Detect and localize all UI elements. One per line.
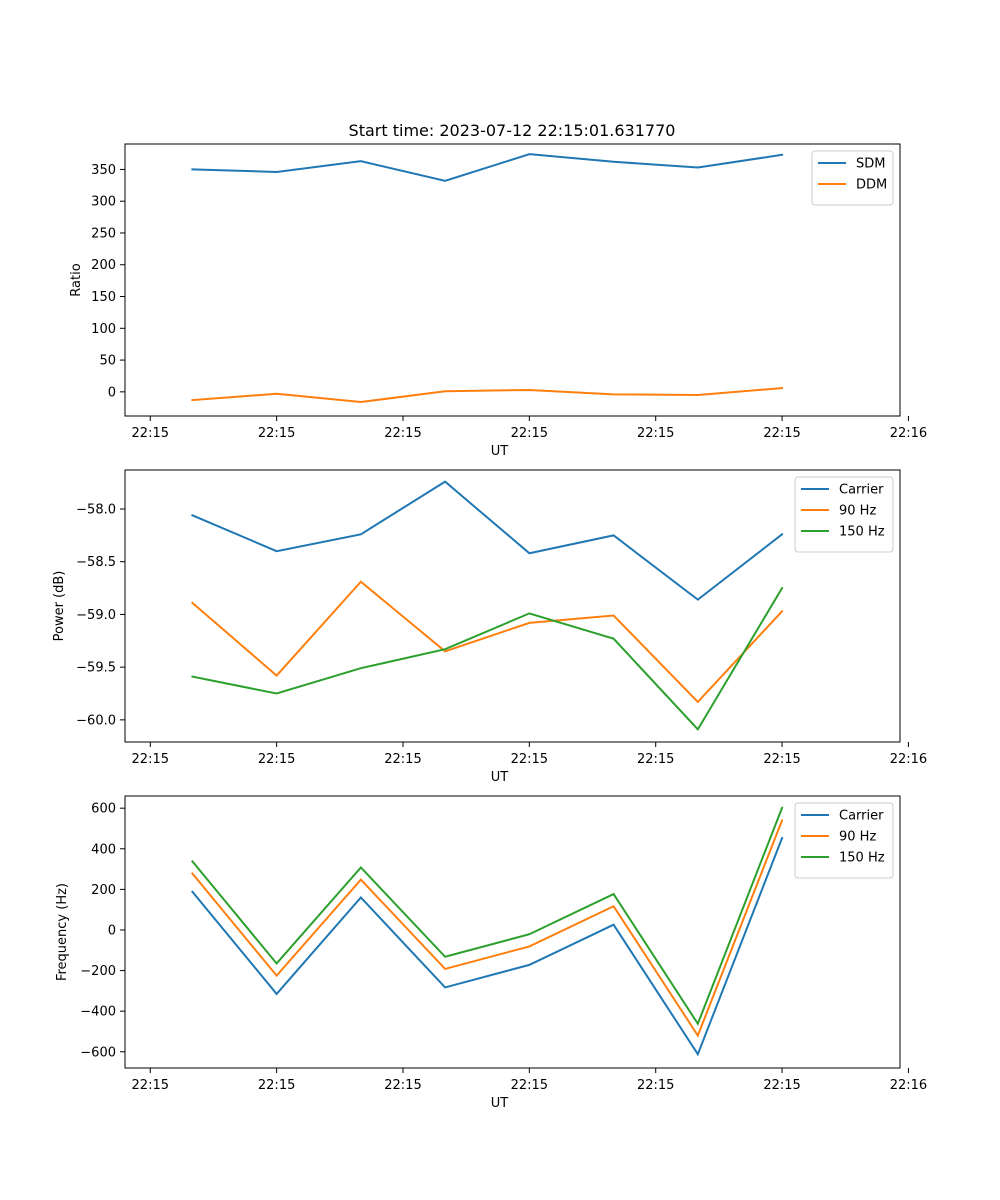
axes-frame [124,795,901,1069]
x-tick-label: 22:15 [763,426,800,441]
legend-label-carrier: Carrier [839,483,884,498]
x-axis-label: UT [491,770,509,785]
y-tick-label: −200 [80,964,116,979]
axes-frame [124,469,901,743]
y-tick-label: −400 [80,1005,116,1020]
x-tick-label: 22:16 [890,426,927,441]
x-axis-label: UT [491,1096,509,1111]
x-tick-label: 22:15 [384,426,421,441]
y-tick-label: 400 [91,842,116,857]
legend-box [811,150,894,206]
x-tick-label: 22:15 [384,1078,421,1093]
legend: Carrier 90 Hz 150 Hz [794,802,894,879]
y-tick-label: 200 [91,883,116,898]
chart-1: 22:15 22:15 22:15 22:15 22:15 22:15 22:16 0 50 10… [69,143,927,459]
series-line-150-hz [191,586,784,732]
y-axis-label: Frequency (Hz) [55,883,70,981]
y-tick-label: −58.0 [76,503,116,518]
x-tick-label: 22:15 [258,1078,295,1093]
y-tick-label: −59.0 [76,608,116,623]
x-tick-label: 22:15 [384,752,421,767]
legend-label-sdm: SDM [856,157,885,172]
x-axis-label: UT [491,444,509,459]
x-tick-label: 22:15 [511,1078,548,1093]
x-tick-label: 22:16 [890,752,927,767]
y-tick-label: 600 [91,802,116,817]
series-line-sdm [191,153,784,182]
y-tick-label: −59.5 [76,661,116,676]
y-tick-label: 200 [91,258,116,273]
x-tick-label: 22:15 [132,752,169,767]
y-tick-label: −60.0 [76,713,116,728]
x-tick-label: 22:15 [132,426,169,441]
legend-box [794,802,894,879]
charts-container: 22:15 22:15 22:15 22:15 22:15 22:15 22:16 0 50 10… [52,143,927,1111]
legend-label-90-hz: 90 Hz [839,830,876,845]
y-tick-label: 350 [91,163,116,178]
y-tick-label: 0 [108,923,116,938]
x-tick-label: 22:15 [258,752,295,767]
legend-label-150-hz: 150 Hz [839,525,885,540]
y-tick-label: 300 [91,195,116,210]
y-tick-label: −58.5 [76,555,116,570]
legend-label-ddm: DDM [856,178,887,193]
series-line-150-hz [190,806,784,1026]
x-tick-label: 22:15 [132,1078,169,1093]
chart-3: 22:15 22:15 22:15 22:15 22:15 22:15 22:16 −600 −… [55,795,927,1111]
chart-2: 22:15 22:15 22:15 22:15 22:15 22:15 22:16 −60.0… [52,469,927,785]
x-tick-label: 22:15 [637,1078,674,1093]
legend-label-90-hz: 90 Hz [839,504,876,519]
y-tick-label: −600 [80,1045,116,1060]
x-tick-label: 22:15 [258,426,295,441]
x-tick-label: 22:15 [637,752,674,767]
legend-box [794,476,894,553]
legend-label-carrier: Carrier [839,809,884,824]
y-tick-label: 150 [91,290,116,305]
y-axis-label: Ratio [69,263,84,296]
x-tick-label: 22:15 [511,752,548,767]
x-tick-label: 22:15 [511,426,548,441]
y-tick-label: 100 [91,322,116,337]
series-line-90-hz [190,580,784,704]
series-line-90-hz [190,819,784,1038]
series-line-ddm [191,386,784,404]
y-tick-label: 250 [91,226,116,241]
x-tick-label: 22:15 [763,752,800,767]
legend-label-150-hz: 150 Hz [839,851,885,866]
x-tick-label: 22:15 [637,426,674,441]
y-axis-label: Power (dB) [52,571,67,642]
y-tick-label: 50 [99,354,116,369]
y-tick-label: 0 [108,385,116,400]
x-tick-label: 22:15 [763,1078,800,1093]
legend: SDM DDM [811,150,894,206]
series-line-carrier [190,836,784,1057]
x-tick-label: 22:16 [890,1078,927,1093]
figure-title: Start time: 2023-07-12 22:15:01.631770 [349,121,676,140]
legend: Carrier 90 Hz 150 Hz [794,476,894,553]
axes-frame [124,143,901,417]
series-line-carrier [191,480,784,601]
